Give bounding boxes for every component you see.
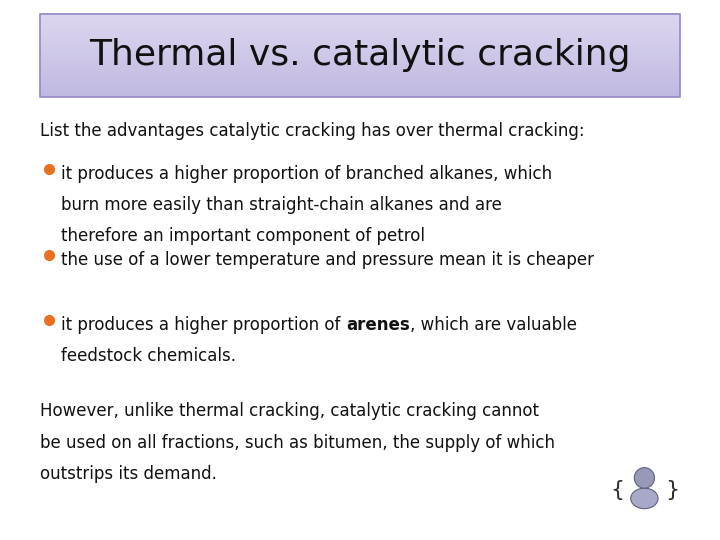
- Text: }: }: [665, 480, 679, 500]
- Text: be used on all fractions, such as bitumen, the supply of which: be used on all fractions, such as bitume…: [40, 434, 554, 451]
- Text: therefore an important component of petrol: therefore an important component of petr…: [61, 227, 426, 245]
- Bar: [40, 45, 680, 47]
- Bar: [40, 21, 680, 22]
- Bar: [40, 47, 680, 49]
- Bar: [40, 18, 680, 19]
- Bar: [40, 86, 680, 87]
- Bar: [40, 78, 680, 79]
- Bar: [40, 16, 680, 18]
- Bar: [40, 87, 680, 89]
- Bar: [40, 51, 680, 52]
- Bar: [40, 92, 680, 93]
- Bar: [40, 30, 680, 32]
- Bar: [40, 80, 680, 82]
- Text: However, unlike thermal cracking, catalytic cracking cannot: However, unlike thermal cracking, cataly…: [40, 402, 539, 420]
- Text: Thermal vs. catalytic cracking: Thermal vs. catalytic cracking: [89, 38, 631, 72]
- Bar: [40, 43, 680, 44]
- Bar: [40, 66, 680, 68]
- Bar: [40, 85, 680, 86]
- Bar: [40, 22, 680, 23]
- Bar: [40, 93, 680, 94]
- Bar: [40, 23, 680, 25]
- Bar: [40, 89, 680, 90]
- Bar: [40, 14, 680, 97]
- Bar: [40, 62, 680, 64]
- Bar: [40, 75, 680, 76]
- Bar: [40, 37, 680, 39]
- Bar: [40, 82, 680, 83]
- Bar: [40, 35, 680, 36]
- Text: {: {: [610, 480, 624, 500]
- Bar: [40, 68, 680, 69]
- Bar: [40, 76, 680, 78]
- Bar: [40, 32, 680, 33]
- Text: List the advantages catalytic cracking has over thermal cracking:: List the advantages catalytic cracking h…: [40, 122, 584, 139]
- Text: burn more easily than straight-chain alkanes and are: burn more easily than straight-chain alk…: [61, 196, 502, 214]
- Bar: [40, 59, 680, 61]
- Bar: [40, 94, 680, 96]
- Bar: [40, 52, 680, 54]
- Bar: [40, 28, 680, 29]
- Bar: [40, 19, 680, 21]
- Bar: [40, 58, 680, 59]
- Text: it produces a higher proportion of branched alkanes, which: it produces a higher proportion of branc…: [61, 165, 552, 183]
- Bar: [40, 33, 680, 35]
- Bar: [40, 42, 680, 43]
- Bar: [40, 14, 680, 15]
- Bar: [40, 61, 680, 62]
- Bar: [40, 73, 680, 75]
- Bar: [40, 36, 680, 37]
- Bar: [40, 50, 680, 51]
- Bar: [40, 29, 680, 30]
- Ellipse shape: [631, 488, 658, 509]
- Bar: [40, 57, 680, 58]
- Bar: [40, 69, 680, 71]
- Text: it produces a higher proportion of: it produces a higher proportion of: [61, 316, 346, 334]
- Bar: [40, 79, 680, 80]
- Bar: [40, 44, 680, 45]
- Bar: [40, 90, 680, 92]
- Ellipse shape: [634, 468, 654, 488]
- Bar: [40, 54, 680, 56]
- Bar: [40, 25, 680, 26]
- Text: the use of a lower temperature and pressure mean it is cheaper: the use of a lower temperature and press…: [61, 251, 594, 269]
- Bar: [40, 56, 680, 57]
- Text: , which are valuable: , which are valuable: [410, 316, 577, 334]
- Bar: [40, 39, 680, 40]
- Text: feedstock chemicals.: feedstock chemicals.: [61, 347, 236, 365]
- Text: arenes: arenes: [346, 316, 410, 334]
- Bar: [40, 49, 680, 50]
- Bar: [40, 71, 680, 72]
- Bar: [40, 26, 680, 28]
- Bar: [40, 83, 680, 85]
- Bar: [40, 15, 680, 16]
- Bar: [40, 65, 680, 66]
- Bar: [40, 64, 680, 65]
- Bar: [40, 40, 680, 42]
- Bar: [40, 72, 680, 73]
- Text: outstrips its demand.: outstrips its demand.: [40, 465, 217, 483]
- Bar: [40, 96, 680, 97]
